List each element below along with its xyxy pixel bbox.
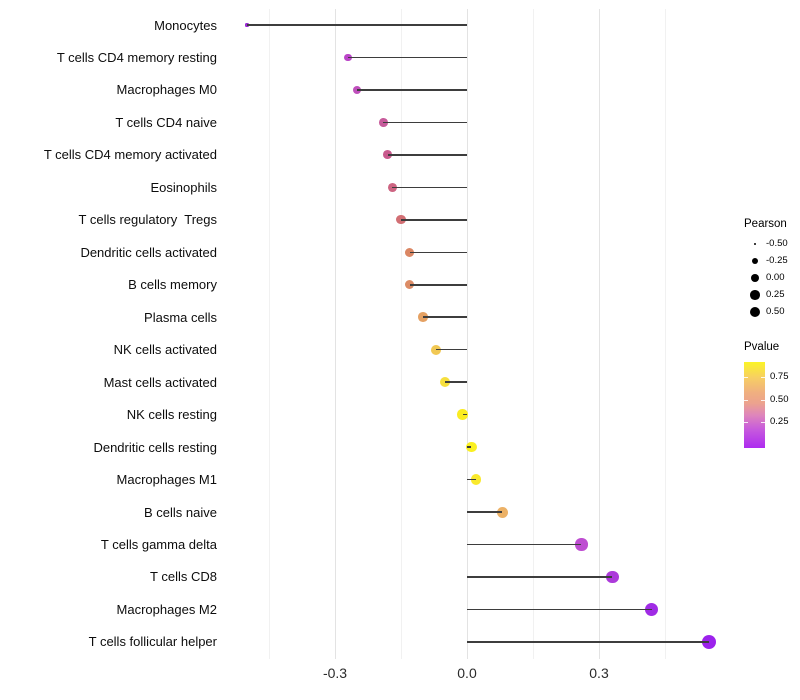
y-axis-label: B cells memory [128, 277, 217, 293]
colorbar-tick [761, 422, 765, 424]
lollipop-stem [467, 511, 503, 513]
x-axis-tick-label: -0.3 [322, 665, 348, 681]
y-axis-label: Mast cells activated [103, 374, 217, 390]
size-legend-dot [751, 257, 759, 265]
y-axis-label: Macrophages M0 [116, 82, 217, 98]
size-legend-dot [749, 306, 761, 318]
colorbar-tick [744, 422, 748, 424]
lollipop-stem [467, 576, 613, 578]
minor-gridline [664, 9, 666, 659]
lollipop-stem [436, 348, 467, 351]
major-gridline [466, 9, 468, 659]
lollipop-dot [457, 409, 468, 420]
size-legend-dot [750, 290, 760, 300]
lollipop-dot [383, 150, 393, 160]
lollipop-dot [352, 85, 362, 94]
y-axis-label: NK cells resting [126, 407, 217, 423]
lollipop-stem [423, 316, 467, 318]
lollipop-dot [418, 312, 428, 322]
colorbar-tick [761, 376, 765, 378]
size-legend-label: -0.25 [766, 255, 788, 266]
colorbar-tick [744, 376, 748, 378]
x-axis-tick-label: 0.0 [457, 665, 477, 681]
x-axis-tick-label: 0.3 [589, 665, 609, 681]
pearson-legend-title: Pearson [744, 218, 787, 230]
lollipop-dot [396, 215, 406, 225]
lollipop-stem [467, 478, 476, 481]
size-legend-dot [751, 274, 759, 282]
colorbar-tick [761, 400, 765, 401]
y-axis-label: NK cells activated [113, 342, 217, 358]
lollipop-dot [440, 377, 450, 388]
lollipop-dot [405, 280, 415, 290]
lollipop-stem [401, 219, 467, 221]
y-axis-label: Dendritic cells activated [80, 244, 217, 260]
y-axis-label: Monocytes [154, 17, 217, 33]
colorbar-tick [744, 400, 748, 401]
y-axis-label: T cells CD4 naive [115, 114, 217, 130]
size-legend-label: 0.25 [766, 289, 785, 300]
pvalue-tick-label: 0.75 [770, 370, 789, 382]
minor-gridline [532, 9, 534, 659]
lollipop-dot [245, 23, 249, 27]
lollipop-stem [392, 186, 467, 189]
y-axis-label: Macrophages M1 [116, 472, 217, 488]
y-axis-label: T cells follicular helper [88, 634, 217, 650]
y-axis-label: Plasma cells [144, 309, 217, 325]
lollipop-stem [383, 121, 467, 124]
pvalue-colorbar [744, 362, 765, 448]
y-axis-label: T cells regulatory Tregs [78, 212, 217, 228]
size-legend-label: 0.00 [766, 272, 785, 283]
lollipop-dot [405, 247, 415, 257]
lollipop-stem [387, 154, 467, 156]
size-legend-label: 0.50 [766, 306, 785, 317]
minor-gridline [400, 9, 402, 659]
lollipop-stem [445, 381, 467, 383]
size-legend-dot [753, 242, 757, 246]
size-legend-label: -0.50 [766, 238, 788, 249]
pvalue-tick-label: 0.50 [770, 394, 789, 405]
major-gridline [598, 9, 600, 659]
lollipop-dot [344, 53, 353, 62]
lollipop-stem [409, 251, 467, 254]
y-axis-label: T cells CD4 memory activated [43, 147, 217, 163]
y-axis-label: Eosinophils [150, 179, 218, 195]
lollipop-stem [247, 24, 467, 26]
pvalue-legend-title: Pvalue [744, 341, 780, 353]
pvalue-tick-label: 0.25 [770, 416, 789, 428]
y-axis-label: B cells naive [144, 504, 217, 520]
lollipop-stem [357, 89, 467, 91]
lollipop-stem [467, 543, 582, 546]
lollipop-dot [379, 118, 388, 127]
minor-gridline [268, 9, 270, 659]
lollipop-stem [409, 284, 467, 286]
lollipop-dot [470, 474, 482, 485]
y-axis-label: T cells gamma delta [100, 537, 217, 553]
lollipop-stem [467, 446, 472, 448]
lollipop-stem [467, 608, 652, 611]
lollipop-stem [467, 641, 709, 643]
y-axis-label: T cells CD8 [150, 569, 217, 585]
lollipop-stem [348, 56, 467, 59]
y-axis-label: Dendritic cells resting [93, 439, 217, 455]
y-axis-label: T cells CD4 memory resting [56, 49, 217, 65]
lollipop-stem [462, 413, 467, 416]
lollipop-dot [605, 570, 619, 584]
y-axis-label: Macrophages M2 [116, 601, 217, 617]
major-gridline [334, 9, 336, 659]
